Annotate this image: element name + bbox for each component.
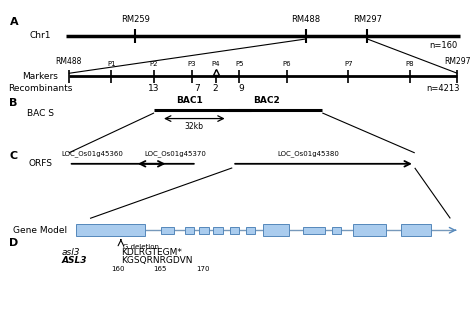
Text: LOC_Os01g45370: LOC_Os01g45370 [145, 150, 206, 157]
Text: 32kb: 32kb [185, 122, 204, 131]
Bar [353, 224, 386, 236]
Text: BAC1: BAC1 [176, 95, 203, 105]
Text: P3: P3 [188, 61, 196, 67]
Bar [246, 227, 255, 234]
Text: A: A [9, 17, 18, 27]
Text: RM488: RM488 [291, 15, 320, 24]
Text: BAC S: BAC S [27, 110, 54, 118]
Text: KGSQRNRGDVN: KGSQRNRGDVN [121, 256, 192, 265]
Text: 7: 7 [194, 85, 200, 93]
Bar [185, 227, 194, 234]
Text: P1: P1 [107, 61, 116, 67]
Text: LOC_Os01g45360: LOC_Os01g45360 [62, 150, 123, 157]
Text: LOC_Os01g45380: LOC_Os01g45380 [277, 150, 339, 157]
Bar [199, 227, 209, 234]
Bar [213, 227, 223, 234]
Text: Markers: Markers [22, 72, 58, 81]
Text: n=4213: n=4213 [427, 85, 460, 93]
Text: 160: 160 [111, 266, 124, 272]
Text: 13: 13 [148, 85, 160, 93]
Text: 2: 2 [213, 85, 219, 93]
Text: P7: P7 [344, 61, 353, 67]
Text: 165: 165 [154, 266, 167, 272]
Text: ORFS: ORFS [28, 159, 52, 168]
Text: P4: P4 [211, 61, 220, 67]
Bar [332, 227, 341, 234]
Text: asl3: asl3 [62, 248, 80, 256]
Text: P5: P5 [235, 61, 244, 67]
Bar [401, 224, 431, 236]
Text: G deletion: G deletion [123, 244, 159, 250]
Bar [161, 227, 174, 234]
Text: Gene Model: Gene Model [13, 227, 67, 235]
Text: RM297: RM297 [444, 57, 471, 66]
Text: RM297: RM297 [353, 15, 382, 24]
Bar [263, 224, 289, 236]
Bar [76, 224, 145, 236]
Text: n=160: n=160 [429, 41, 457, 50]
Text: 170: 170 [196, 266, 210, 272]
Text: ASL3: ASL3 [62, 256, 87, 265]
Bar [230, 227, 239, 234]
Text: P8: P8 [406, 61, 414, 67]
Text: P6: P6 [283, 61, 291, 67]
Text: 9: 9 [239, 85, 245, 93]
Text: RM259: RM259 [121, 15, 149, 24]
Text: KDLRGTEGM*: KDLRGTEGM* [121, 248, 182, 256]
Text: Recombinants: Recombinants [8, 85, 73, 93]
Text: RM488: RM488 [55, 57, 82, 66]
Text: P2: P2 [150, 61, 158, 67]
Bar [303, 227, 325, 234]
Text: BAC2: BAC2 [253, 95, 280, 105]
Text: C: C [9, 151, 18, 161]
Text: Chr1: Chr1 [29, 32, 51, 40]
Text: D: D [9, 238, 19, 248]
Text: B: B [9, 98, 18, 108]
